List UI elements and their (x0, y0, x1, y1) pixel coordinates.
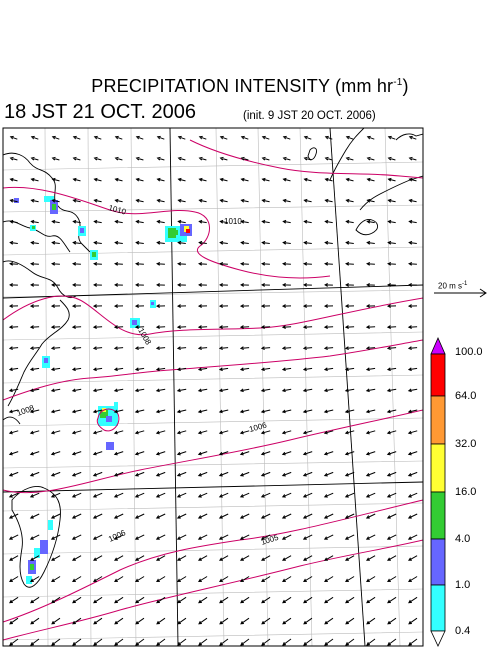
legend-level-label: 1.0 (455, 579, 471, 591)
coastlines (3, 128, 423, 588)
isobar-label: 1010 (224, 217, 242, 226)
legend-level-label: 64.0 (455, 390, 477, 402)
wind-vectors (8, 135, 418, 646)
legend-level-label: 16.0 (455, 486, 477, 498)
valid-time: 18 JST 21 OCT. 2006 (4, 101, 196, 123)
precipitation-patches (14, 196, 192, 584)
legend-level-label: 100.0 (455, 346, 483, 358)
legend-level-label: 4.0 (455, 533, 471, 545)
legend-level-label: 32.0 (455, 438, 477, 450)
chart-title: PRECIPITATION INTENSITY (mm hr-1) (91, 76, 409, 96)
graticule (3, 128, 423, 646)
isobars (3, 139, 423, 641)
legend-level-label: 0.4 (455, 625, 471, 637)
main-grid (3, 128, 423, 646)
map-frame (2, 127, 424, 647)
init-time: (init. 9 JST 20 OCT. 2006) (243, 110, 376, 122)
reference-vector-label: 20 m s-1 (438, 281, 468, 291)
isobar-label: 1006 (107, 528, 127, 544)
isobar-label: 1008 (136, 327, 153, 347)
isobar-label: 1010 (107, 203, 127, 216)
wind-arrows (8, 135, 418, 646)
